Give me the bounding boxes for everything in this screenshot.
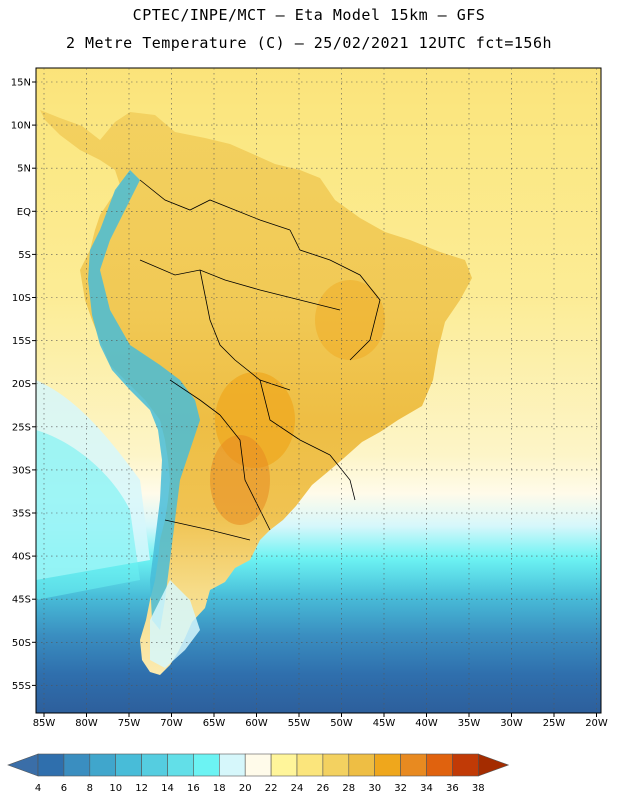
colorbar-label: 10 [109, 783, 122, 794]
colorbar-label: 38 [472, 783, 485, 794]
lat-label: EQ [17, 207, 31, 218]
lon-label: 55W [288, 718, 311, 728]
colorbar-label: 22 [265, 783, 278, 794]
colorbar-cell [115, 753, 142, 777]
lon-label: 35W [458, 718, 481, 728]
lat-label: 40S [12, 552, 31, 563]
lon-label: 60W [245, 718, 268, 728]
lat-label: 15S [12, 336, 31, 347]
lon-label: 85W [33, 718, 56, 728]
colorbar-label: 18 [213, 783, 226, 794]
title-line-2: 2 Metre Temperature (C) – 25/02/2021 12U… [65, 34, 553, 52]
lon-label: 30W [500, 718, 523, 728]
colorbar-cell [400, 753, 427, 777]
hot-region-argentina [210, 435, 270, 525]
lat-label: 30S [12, 465, 31, 476]
colorbar-label: 20 [239, 783, 252, 794]
colorbar-label: 30 [368, 783, 381, 794]
lat-label: 10N [11, 121, 31, 132]
lon-label: 75W [118, 718, 141, 728]
lat-label: 50S [12, 638, 31, 649]
colorbar-cell [219, 753, 246, 777]
andes-cold-band [88, 170, 200, 630]
lon-label: 80W [75, 718, 98, 728]
colorbar-cell [348, 753, 375, 777]
colorbar-label: 26 [317, 783, 330, 794]
colorbar-label: 12 [135, 783, 148, 794]
colorbar: 4 6 8 10 12 14 16 18 20 22 24 26 28 30 32 34 36 38 [7, 753, 510, 794]
lon-label: 25W [543, 718, 566, 728]
colorbar-cell [141, 753, 168, 777]
colorbar-label: 6 [61, 783, 67, 794]
lat-label: 5N [17, 164, 31, 175]
map-frame [35, 67, 602, 714]
colorbar-label: 16 [187, 783, 200, 794]
lon-label: 20W [585, 718, 608, 728]
hot-region-central-brazil [315, 280, 385, 360]
patagonia-cool-band [150, 580, 200, 668]
lat-label: 45S [12, 595, 31, 606]
lat-label: 20S [12, 379, 31, 390]
colorbar-label: 14 [161, 783, 174, 794]
lat-lon-grid [32, 68, 601, 717]
colorbar-label: 32 [394, 783, 407, 794]
lat-label: 25S [12, 422, 31, 433]
lat-label: 55S [12, 681, 31, 692]
colorbar-cell [452, 753, 479, 777]
colorbar-label: 28 [342, 783, 355, 794]
colorbar-arrow-low [7, 753, 39, 777]
colorbar-label: 8 [87, 783, 93, 794]
pacific-cold-water [36, 430, 140, 600]
country-borders [139, 179, 381, 541]
colorbar-label: 34 [420, 783, 433, 794]
colorbar-cell [193, 753, 220, 777]
lat-label: 35S [12, 509, 31, 520]
lat-label: 5S [18, 250, 31, 261]
colorbar-cell [63, 753, 91, 777]
colorbar-label: 4 [35, 783, 41, 794]
colorbar-label: 36 [446, 783, 459, 794]
lat-label: 15N [11, 78, 31, 89]
colorbar-cell [270, 753, 298, 777]
title-line-1: CPTEC/INPE/MCT – Eta Model 15km – GFS [132, 6, 486, 24]
lon-label: 65W [203, 718, 226, 728]
lon-label: 40W [415, 718, 438, 728]
colorbar-cell [244, 753, 272, 777]
lon-label: 45W [373, 718, 396, 728]
colorbar-cell [374, 753, 401, 777]
colorbar-cell [426, 753, 453, 777]
latitude-labels: 15N 10N 5N EQ 5S 10S 15S 20S 25S 30S 35S 40S 45S 50S 5… [11, 78, 31, 692]
colorbar-cell [37, 753, 65, 777]
temperature-map: 15N 10N 5N EQ 5S 10S 15S 20S 25S 30S 35S 40S 45S 50S 5… [11, 67, 608, 728]
colorbar-cell [322, 753, 350, 777]
longitude-labels: 85W 80W 75W 70W 65W 60W 55W 50W 45W 40W 35W 30W 25W 2… [33, 718, 608, 728]
colorbar-cell [89, 753, 117, 777]
colorbar-arrow-high [477, 753, 510, 777]
lat-label: 10S [12, 293, 31, 304]
lon-label: 70W [160, 718, 183, 728]
lon-label: 50W [330, 718, 353, 728]
colorbar-label: 24 [291, 783, 304, 794]
colorbar-cell [167, 753, 194, 777]
colorbar-cell [296, 753, 324, 777]
